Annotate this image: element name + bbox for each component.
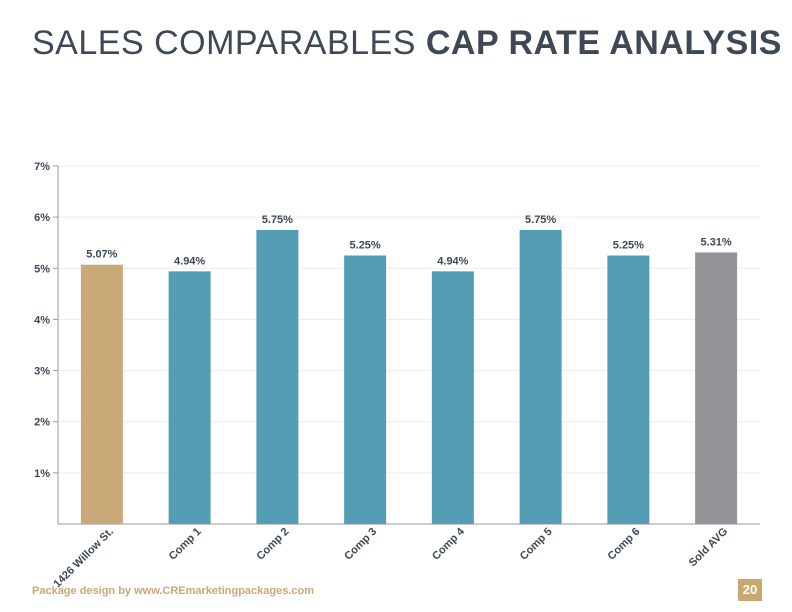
x-tick-label: Comp 1 [167,526,204,563]
data-label: 5.25% [613,240,644,252]
y-tick-label: 2% [34,417,50,429]
x-tick-label: Comp 2 [254,526,291,563]
x-tick-label: Comp 6 [605,526,642,563]
x-tick-label: Comp 4 [430,525,468,563]
y-tick-label: 7% [34,161,50,173]
data-label: 5.25% [350,240,381,252]
x-tick-label: Comp 3 [342,526,379,563]
y-tick-label: 4% [34,314,50,326]
data-label: 5.07% [86,249,117,261]
x-tick-label: Sold AVG [687,526,730,569]
bar [607,255,650,524]
title-bold: CAP RATE ANALYSIS [425,24,782,62]
bar [695,252,738,524]
page-number: 20 [738,579,762,601]
title-light: SALES COMPARABLES [32,24,416,62]
x-tick-label: Comp 5 [518,526,555,563]
x-tick-label: 1426 Willow St. [51,526,116,591]
page-title: SALES COMPARABLES CAP RATE ANALYSIS [32,24,782,63]
footer-credit: Package design by www.CREmarketingpackag… [32,585,315,597]
data-label: 4.94% [174,255,205,267]
bar [168,271,211,524]
y-tick-label: 5% [34,263,50,275]
bar [256,229,299,524]
data-label: 4.94% [437,255,468,267]
data-label: 5.75% [525,214,556,226]
y-tick-label: 6% [34,212,50,224]
bar [80,264,123,524]
bar [344,255,387,524]
data-label: 5.31% [701,236,732,248]
bar [431,271,474,524]
y-tick-label: 1% [34,468,50,480]
y-tick-label: 3% [34,366,50,378]
data-label: 5.75% [262,214,293,226]
bar [519,229,562,524]
